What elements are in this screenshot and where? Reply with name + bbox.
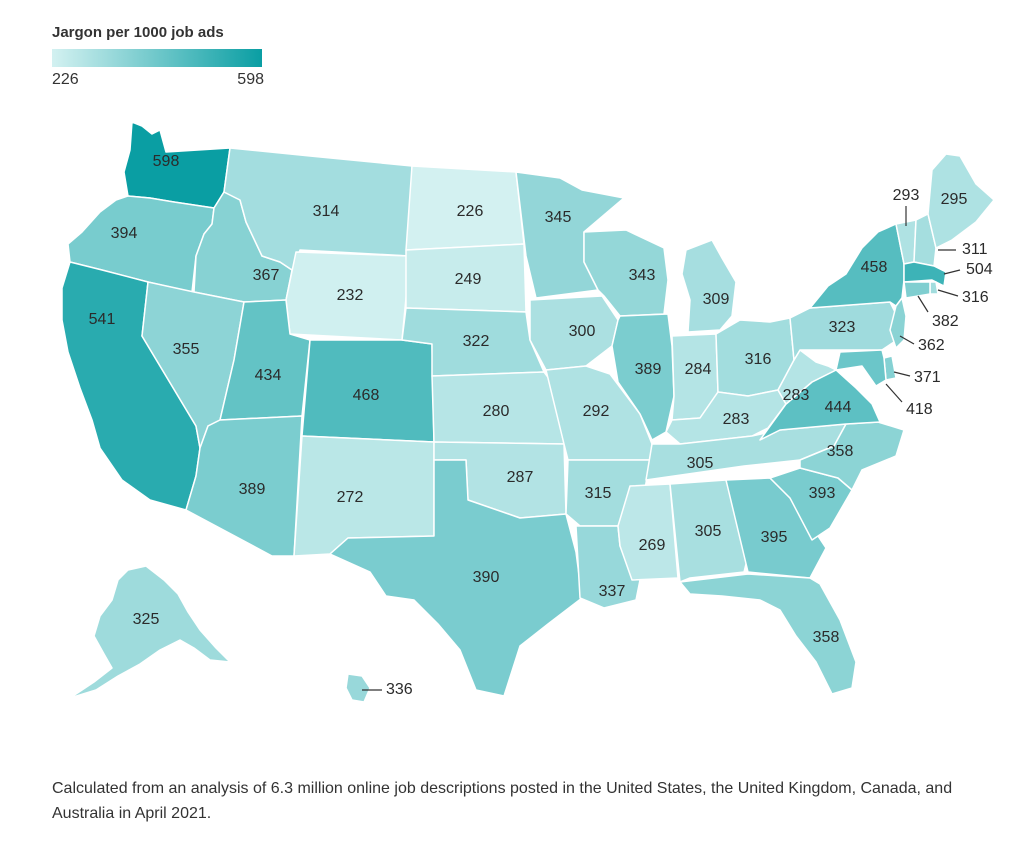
leader-line-ma bbox=[943, 269, 961, 275]
value-label-ca: 541 bbox=[89, 311, 116, 328]
value-label-al: 305 bbox=[695, 523, 722, 540]
value-label-oh: 316 bbox=[745, 351, 772, 368]
value-label-pa: 323 bbox=[829, 319, 856, 336]
value-label-az: 389 bbox=[239, 481, 266, 498]
value-label-in: 284 bbox=[685, 361, 712, 378]
state-ak bbox=[69, 565, 231, 699]
value-label-ms: 269 bbox=[639, 537, 666, 554]
leader-lines bbox=[362, 206, 961, 691]
value-label-nj: 362 bbox=[918, 337, 945, 354]
value-label-mt: 314 bbox=[313, 203, 340, 220]
legend-color-bar bbox=[52, 49, 262, 67]
state-fl bbox=[679, 573, 857, 695]
state-il bbox=[611, 313, 675, 441]
leader-line-nj bbox=[899, 335, 915, 345]
value-label-hi: 336 bbox=[386, 681, 413, 698]
value-label-nm: 272 bbox=[337, 489, 364, 506]
state-nj bbox=[889, 297, 907, 349]
value-label-ct: 382 bbox=[932, 313, 959, 330]
value-label-fl: 358 bbox=[813, 629, 840, 646]
value-label-ak: 325 bbox=[133, 611, 160, 628]
value-label-nh: 311 bbox=[962, 241, 988, 258]
value-label-vt: 293 bbox=[893, 187, 920, 204]
legend-labels: 226 598 bbox=[52, 71, 264, 91]
legend-max-label: 598 bbox=[237, 71, 264, 88]
value-label-va: 444 bbox=[825, 399, 852, 416]
value-label-md: 418 bbox=[906, 401, 933, 418]
states-layer bbox=[61, 121, 995, 703]
state-ms bbox=[617, 483, 679, 581]
leader-line-ri bbox=[937, 289, 959, 297]
value-label-de: 371 bbox=[914, 369, 941, 386]
value-label-ar: 315 bbox=[585, 485, 612, 502]
state-tx bbox=[329, 459, 583, 697]
value-label-nd: 226 bbox=[457, 203, 484, 220]
state-wy bbox=[285, 251, 411, 341]
value-label-wv: 283 bbox=[783, 387, 810, 404]
state-ny bbox=[809, 223, 905, 309]
value-label-ks: 280 bbox=[483, 403, 510, 420]
state-az bbox=[185, 415, 303, 557]
value-label-ma: 504 bbox=[966, 261, 993, 278]
value-label-ga: 395 bbox=[761, 529, 788, 546]
value-label-ok: 287 bbox=[507, 469, 534, 486]
value-label-ia: 300 bbox=[569, 323, 596, 340]
state-mt bbox=[223, 147, 413, 271]
value-label-ky: 283 bbox=[723, 411, 750, 428]
value-label-wa: 598 bbox=[153, 153, 180, 170]
value-label-tx: 390 bbox=[473, 569, 500, 586]
value-label-mn: 345 bbox=[545, 209, 572, 226]
legend-title: Jargon per 1000 job ads bbox=[52, 24, 224, 41]
value-label-ne: 322 bbox=[463, 333, 490, 350]
value-label-mo: 292 bbox=[583, 403, 610, 420]
state-md bbox=[835, 349, 887, 387]
value-label-ny: 458 bbox=[861, 259, 888, 276]
state-me bbox=[927, 153, 995, 249]
value-label-ri: 316 bbox=[962, 289, 989, 306]
value-label-il: 389 bbox=[635, 361, 662, 378]
caption: Calculated from an analysis of 6.3 milli… bbox=[52, 780, 953, 822]
value-label-id: 367 bbox=[253, 267, 280, 284]
state-ri bbox=[929, 281, 939, 295]
state-hi bbox=[345, 673, 371, 703]
value-labels: 598 394 541 367 355 314 232 434 389 468 272 226 249 3… bbox=[89, 153, 993, 698]
legend-min-label: 226 bbox=[52, 71, 79, 88]
value-label-la: 337 bbox=[599, 583, 626, 600]
state-ct bbox=[903, 281, 931, 299]
state-ia bbox=[529, 295, 619, 371]
value-label-ut: 434 bbox=[255, 367, 282, 384]
value-label-nc: 358 bbox=[827, 443, 854, 460]
value-label-wy: 232 bbox=[337, 287, 364, 304]
value-label-sc: 393 bbox=[809, 485, 836, 502]
value-label-or: 394 bbox=[111, 225, 138, 242]
value-label-nv: 355 bbox=[173, 341, 200, 358]
value-label-sd: 249 bbox=[455, 271, 482, 288]
value-label-mi: 309 bbox=[703, 291, 730, 308]
legend: Jargon per 1000 job ads 226 598 bbox=[52, 24, 264, 91]
state-mi bbox=[681, 239, 737, 333]
state-nc bbox=[799, 421, 905, 491]
leader-line-de bbox=[893, 371, 911, 377]
value-label-tn: 305 bbox=[687, 455, 714, 472]
value-label-me: 295 bbox=[941, 191, 968, 208]
state-ut bbox=[219, 299, 311, 421]
leader-line-md bbox=[885, 383, 903, 403]
value-label-wi: 343 bbox=[629, 267, 656, 284]
value-label-co: 468 bbox=[353, 387, 380, 404]
leader-line-ct bbox=[917, 295, 929, 313]
